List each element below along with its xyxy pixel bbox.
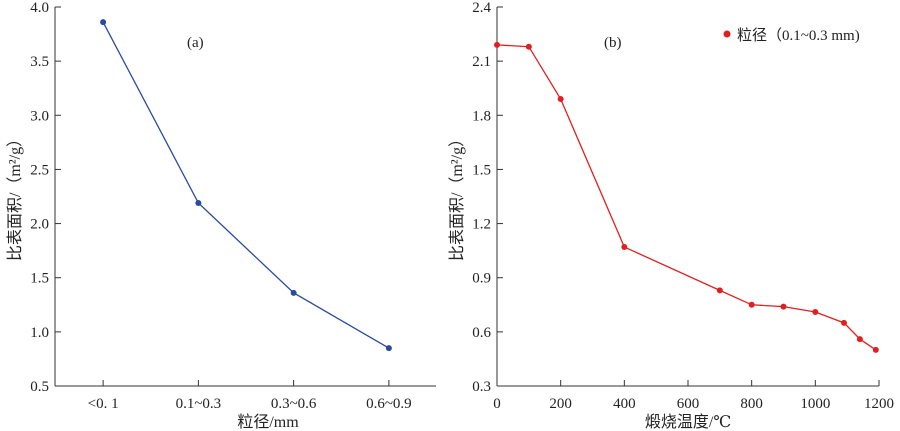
y-tick-label: 1.5 <box>30 271 49 287</box>
panel-label-b: (b) <box>604 35 622 51</box>
x-tick-label: 800 <box>740 396 763 412</box>
chart-panel-b: 0.3 0.6 0.9 1.2 1.5 1.8 2.1 2.4 0 200 400 600 800 10… <box>448 0 894 431</box>
data-point <box>872 346 879 353</box>
y-tick-label: 2.0 <box>30 217 49 233</box>
y-tick-label: 1.2 <box>472 217 491 233</box>
x-tick-label: 1200 <box>864 396 894 412</box>
x-axis-title-a: 粒径/mm <box>237 413 299 431</box>
y-tick-label: 1.5 <box>472 162 491 178</box>
x-ticks-a: <0. 1 0.1~0.3 0.3~0.6 0.6~0.9 <box>88 380 412 412</box>
y-tick-label: 3.0 <box>30 108 49 124</box>
data-point <box>290 289 297 296</box>
data-point <box>840 319 847 326</box>
chart-panel-a: 0.5 1.0 1.5 2.0 2.5 3.0 3.5 4.0 <0. 1 0.1~0.3 0.3… <box>6 0 436 431</box>
y-tick-label: 1.0 <box>30 325 49 341</box>
y-tick-label: 0.6 <box>472 325 491 341</box>
series-line <box>496 44 877 351</box>
data-point <box>557 96 564 103</box>
x-tick-label: 0 <box>493 396 501 412</box>
data-point <box>621 244 628 251</box>
x-tick-label: 0.1~0.3 <box>176 396 222 412</box>
x-ticks-b: 0 200 400 600 800 1000 1200 <box>493 380 894 412</box>
y-tick-label: 0.3 <box>472 379 491 395</box>
y-tick-label: 4.0 <box>30 0 49 16</box>
data-point <box>856 336 863 343</box>
data-point <box>525 43 532 50</box>
legend-label: 粒径（0.1~0.3 mm) <box>737 27 860 44</box>
x-tick-label: <0. 1 <box>88 396 119 412</box>
y-ticks-a: 0.5 1.0 1.5 2.0 2.5 3.0 3.5 4.0 <box>30 0 61 395</box>
legend-marker <box>723 30 731 38</box>
legend: 粒径（0.1~0.3 mm) <box>723 27 860 44</box>
data-point <box>100 19 107 26</box>
y-tick-label: 1.8 <box>472 108 491 124</box>
y-tick-label: 2.5 <box>30 162 49 178</box>
x-axis-title-b: 煅烧温度/℃ <box>645 413 731 431</box>
series-b <box>494 41 879 353</box>
x-tick-label: 0.6~0.9 <box>366 396 412 412</box>
series-line <box>102 21 390 349</box>
x-tick-label: 1000 <box>800 396 830 412</box>
y-axis-title-a: 比表面积/（m²/g） <box>6 131 24 261</box>
data-point <box>195 199 202 206</box>
data-point <box>748 301 755 308</box>
series-a <box>100 19 392 352</box>
y-tick-label: 2.1 <box>472 54 491 70</box>
y-tick-label: 0.9 <box>472 271 491 287</box>
data-point <box>385 345 392 352</box>
data-point <box>716 287 723 294</box>
y-tick-label: 0.5 <box>30 379 49 395</box>
panel-label-a: (a) <box>187 35 204 51</box>
data-point <box>812 309 819 316</box>
y-tick-label: 3.5 <box>30 54 49 70</box>
x-tick-label: 200 <box>549 396 572 412</box>
y-axis-title-b: 比表面积/（m²/g） <box>448 131 466 261</box>
y-tick-label: 2.4 <box>472 0 491 16</box>
y-ticks-b: 0.3 0.6 0.9 1.2 1.5 1.8 2.1 2.4 <box>472 0 503 395</box>
x-tick-label: 0.3~0.6 <box>271 396 317 412</box>
data-point <box>780 303 787 310</box>
data-point <box>494 41 500 48</box>
x-tick-label: 400 <box>613 396 636 412</box>
x-tick-label: 600 <box>677 396 700 412</box>
